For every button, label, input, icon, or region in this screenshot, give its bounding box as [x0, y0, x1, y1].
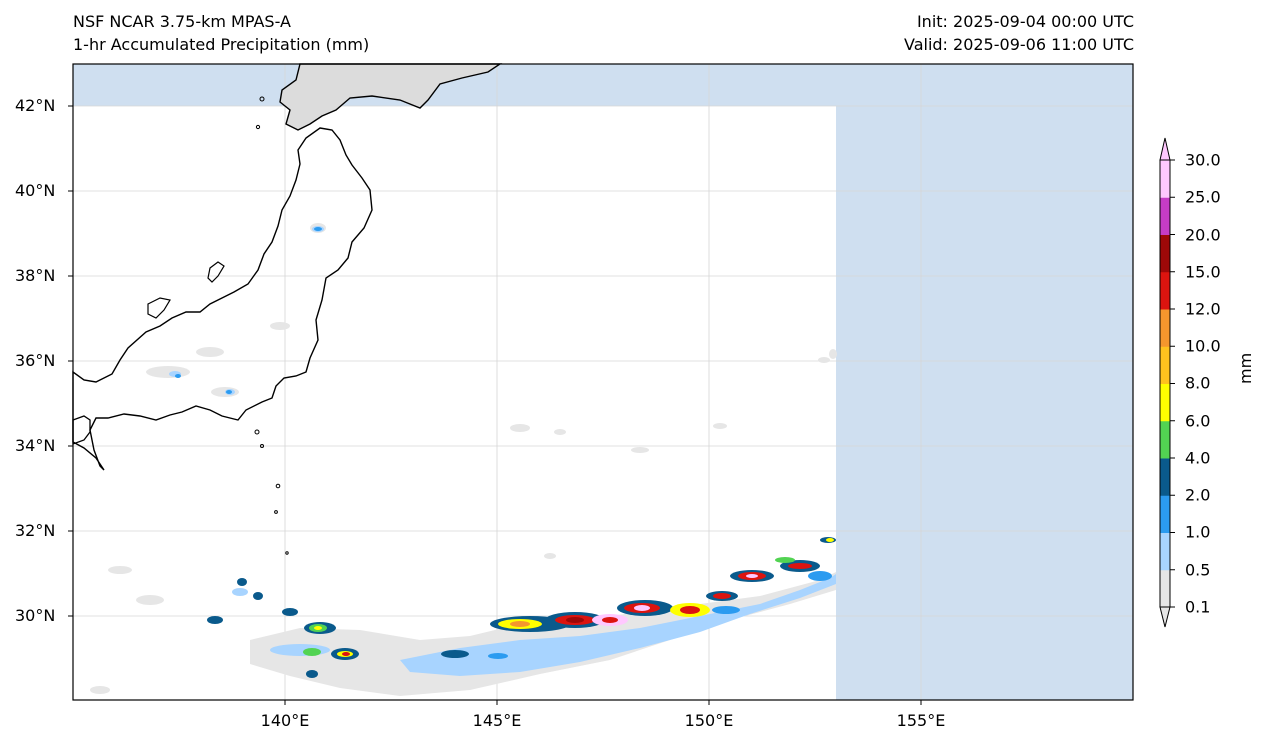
lat-label-32n: 32°N: [15, 521, 56, 540]
precip-heavy-band: [303, 537, 836, 660]
lat-label-40n: 40°N: [15, 181, 56, 200]
colorbar-segment: [1160, 569, 1170, 608]
lat-label-42n: 42°N: [15, 96, 56, 115]
field-title: 1-hr Accumulated Precipitation (mm): [73, 35, 370, 54]
colorbar-segment: [1160, 197, 1170, 235]
colorbar-segment: [1160, 309, 1170, 347]
lat-label-36n: 36°N: [15, 351, 56, 370]
lon-label-150e: 150°E: [684, 711, 734, 730]
colorbar: [1159, 137, 1175, 628]
colorbar-label-0-1: 0.1: [1185, 597, 1211, 617]
colorbar-segment: [1160, 160, 1170, 198]
colorbar-segment: [1160, 495, 1170, 533]
colorbar-label-25-0: 25.0: [1185, 187, 1221, 207]
colorbar-label-8-0: 8.0: [1185, 373, 1211, 393]
colorbar-label-15-0: 15.0: [1185, 262, 1221, 282]
colorbar-label-30-0: 30.0: [1185, 150, 1221, 170]
lon-label-140e: 140°E: [260, 711, 310, 730]
colorbar-label-10-0: 10.0: [1185, 336, 1221, 356]
izu-island-1: [254, 429, 260, 435]
colorbar-segment: [1160, 420, 1170, 459]
colorbar-extend-low: [1159, 606, 1171, 628]
colorbar-label-1-0: 1.0: [1185, 522, 1211, 542]
izu-island-3: [275, 483, 281, 489]
colorbar-segment: [1160, 383, 1170, 422]
lon-label-155e: 155°E: [896, 711, 946, 730]
init-time: Init: 2025-09-04 00:00 UTC: [916, 12, 1134, 31]
colorbar-label-0-5: 0.5: [1185, 560, 1211, 580]
precip-trace: [90, 223, 837, 696]
colorbar-label-12-0: 12.0: [1185, 299, 1221, 319]
lat-label-34n: 34°N: [15, 436, 56, 455]
valid-time: Valid: 2025-09-06 11:00 UTC: [903, 35, 1134, 54]
colorbar-label-6-0: 6.0: [1185, 411, 1211, 431]
colorbar-label-2-0: 2.0: [1185, 485, 1211, 505]
hokkaido-landmass: [279, 63, 503, 131]
outside-domain-north: [73, 64, 1133, 106]
colorbar-label-4-0: 4.0: [1185, 448, 1211, 468]
honshu-coastline: [72, 127, 373, 471]
colorbar-frame: [1159, 159, 1171, 608]
shikoku-coastline: [72, 415, 91, 445]
outside-domain-east: [836, 106, 1133, 700]
colorbar-segment: [1160, 271, 1170, 310]
colorbar-label-20-0: 20.0: [1185, 225, 1221, 245]
colorbar-segment: [1160, 458, 1170, 496]
axis-ticks: [68, 105, 922, 705]
colorbar-extend-high: [1159, 137, 1171, 161]
lon-label-145e: 145°E: [472, 711, 522, 730]
colorbar-segment: [1160, 346, 1170, 384]
izu-island-5: [285, 551, 289, 555]
lat-label-30n: 30°N: [15, 606, 56, 625]
colorbar-segment: [1160, 532, 1170, 571]
model-title: NSF NCAR 3.75-km MPAS-A: [73, 12, 291, 31]
rishiri-island: [255, 124, 261, 130]
noto-peninsula: [147, 297, 171, 319]
izu-island-2: [260, 444, 264, 448]
lat-label-38n: 38°N: [15, 266, 56, 285]
colorbar-units: mm: [1236, 352, 1255, 384]
okushiri-island: [259, 96, 265, 102]
precip-moderate: [175, 227, 832, 678]
sado-island: [207, 261, 225, 283]
map-frame: [72, 63, 1134, 701]
colorbar-segment: [1160, 234, 1170, 273]
izu-island-4: [274, 510, 278, 514]
